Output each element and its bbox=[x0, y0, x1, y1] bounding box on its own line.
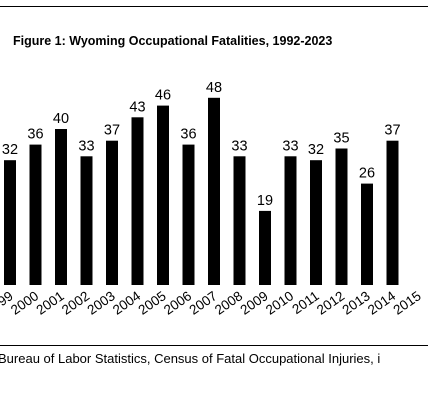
bar-value-label-2002: 33 bbox=[78, 138, 94, 154]
bar-value-label-2001: 40 bbox=[53, 111, 69, 127]
bar-2011 bbox=[310, 160, 322, 285]
bar-2012 bbox=[335, 148, 348, 285]
bar-value-label-1999: 32 bbox=[2, 142, 18, 158]
bar-value-label-2003: 37 bbox=[104, 123, 120, 139]
bar-2006 bbox=[182, 144, 195, 285]
bar-value-label-2011: 32 bbox=[308, 142, 324, 158]
bar-value-label-2005: 46 bbox=[155, 88, 171, 104]
bar-2009 bbox=[259, 210, 271, 285]
bar-2007 bbox=[208, 97, 220, 285]
bar-2004 bbox=[131, 117, 144, 285]
bar-value-label-2009: 19 bbox=[257, 193, 273, 209]
source-note: Bureau of Labor Statistics, Census of Fa… bbox=[0, 351, 381, 366]
bar-2008 bbox=[233, 156, 246, 285]
bar-value-label-2006: 36 bbox=[180, 127, 196, 143]
chart-title: Figure 1: Wyoming Occupational Fatalitie… bbox=[13, 34, 333, 48]
figure-frame bbox=[0, 6, 428, 346]
bar-value-label-2012: 35 bbox=[333, 131, 349, 147]
bar-2001 bbox=[55, 129, 67, 285]
bar-value-label-2000: 36 bbox=[27, 127, 43, 143]
bar-1999 bbox=[4, 160, 16, 285]
bar-2010 bbox=[284, 156, 297, 285]
bar-2013 bbox=[361, 183, 373, 285]
x-tick-label-2015: 2015 bbox=[391, 288, 424, 318]
bar-value-label-2007: 48 bbox=[206, 80, 222, 96]
bar-2002 bbox=[80, 156, 93, 285]
bar-2005 bbox=[157, 105, 169, 285]
bar-value-label-2004: 43 bbox=[129, 99, 145, 115]
bar-2014 bbox=[386, 140, 399, 285]
bar-value-label-2013: 26 bbox=[359, 166, 375, 182]
bar-value-label-2014: 37 bbox=[384, 123, 400, 139]
bar-2003 bbox=[106, 140, 118, 285]
bar-value-label-2010: 33 bbox=[282, 138, 298, 154]
bar-2000 bbox=[29, 144, 42, 285]
bar-value-label-2008: 33 bbox=[231, 138, 247, 154]
